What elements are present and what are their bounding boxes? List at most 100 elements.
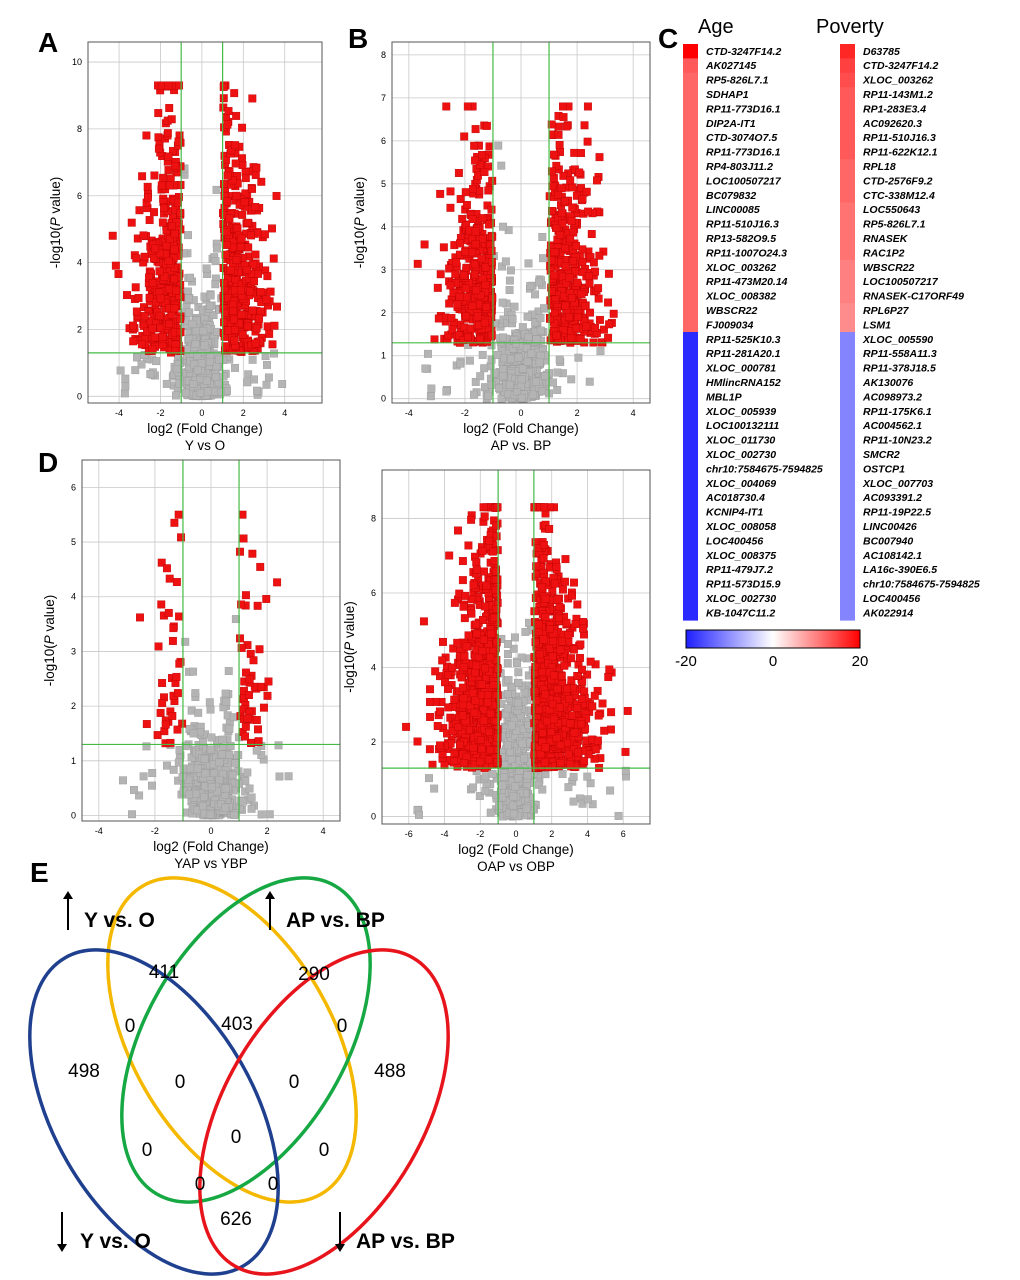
data-point-not-significant — [514, 678, 523, 687]
data-point-significant — [156, 708, 165, 717]
data-point-significant — [256, 307, 265, 316]
data-point-significant — [123, 291, 131, 300]
data-point-not-significant — [186, 273, 195, 282]
data-point-not-significant — [243, 768, 252, 777]
data-point-not-significant — [129, 785, 138, 794]
data-point-significant — [145, 293, 154, 302]
data-point-not-significant — [120, 389, 129, 398]
data-point-not-significant — [538, 254, 547, 263]
data-point-not-significant — [203, 387, 212, 396]
data-point-not-significant — [540, 304, 548, 313]
data-point-significant — [176, 180, 185, 189]
y-tick-label: 6 — [77, 191, 82, 201]
data-point-significant — [243, 714, 252, 723]
data-point-not-significant — [469, 783, 478, 792]
x-axis-label: log2 (Fold Change) — [463, 421, 579, 436]
data-point-not-significant — [596, 347, 605, 356]
data-point-significant — [567, 334, 576, 342]
data-point-significant — [166, 174, 175, 183]
data-point-not-significant — [197, 359, 206, 368]
data-point-significant — [466, 324, 475, 333]
data-point-significant — [173, 689, 182, 698]
data-point-significant — [164, 152, 173, 161]
data-point-not-significant — [189, 729, 198, 738]
data-point-significant — [254, 269, 262, 278]
y-tick-label: 4 — [381, 222, 386, 232]
data-point-significant — [167, 115, 176, 124]
data-point-significant — [247, 231, 256, 240]
data-point-significant — [487, 258, 496, 266]
data-point-significant — [164, 256, 173, 265]
data-point-significant — [245, 675, 254, 684]
data-point-significant — [140, 312, 149, 321]
x-tick-label: 2 — [265, 826, 270, 836]
data-point-significant — [446, 203, 455, 212]
data-point-significant — [434, 314, 443, 323]
data-point-not-significant — [503, 704, 512, 713]
data-point-significant — [161, 720, 170, 729]
data-point-not-significant — [222, 697, 231, 706]
y-tick-label: 8 — [77, 124, 82, 134]
data-point-significant — [264, 677, 273, 686]
data-point-not-significant — [414, 810, 423, 819]
data-point-significant — [471, 125, 480, 134]
data-point-significant — [232, 191, 241, 200]
data-point-significant — [230, 315, 238, 324]
data-point-significant — [456, 239, 464, 248]
data-point-not-significant — [510, 302, 519, 311]
data-point-not-significant — [470, 390, 478, 399]
data-point-not-significant — [221, 689, 230, 698]
data-point-not-significant — [191, 689, 200, 698]
data-point-significant — [566, 176, 575, 185]
data-point-significant — [155, 267, 164, 276]
data-point-significant — [554, 122, 563, 131]
data-point-significant — [572, 324, 580, 333]
data-point-significant — [468, 301, 477, 310]
data-point-not-significant — [505, 380, 514, 389]
data-point-not-significant — [465, 356, 474, 365]
data-point-significant — [472, 558, 481, 567]
data-point-significant — [229, 307, 238, 316]
data-point-not-significant — [476, 372, 485, 381]
data-point-not-significant — [217, 750, 226, 759]
y-tick-label: 4 — [77, 258, 82, 268]
data-point-significant — [248, 549, 257, 558]
data-point-significant — [135, 206, 144, 215]
data-point-significant — [439, 637, 447, 646]
data-point-not-significant — [490, 369, 499, 378]
data-point-significant — [481, 281, 490, 290]
x-tick-label: 4 — [321, 826, 326, 836]
data-point-not-significant — [505, 276, 514, 285]
data-point-significant — [168, 711, 177, 720]
data-point-not-significant — [121, 374, 130, 383]
data-point-significant — [263, 322, 272, 331]
data-point-significant — [158, 333, 167, 341]
data-point-not-significant — [524, 259, 533, 268]
data-point-significant — [557, 184, 566, 193]
data-point-not-significant — [189, 380, 198, 388]
data-point-significant — [175, 659, 184, 668]
data-point-significant — [238, 161, 247, 170]
data-point-significant — [562, 122, 571, 131]
data-point-significant — [580, 121, 589, 130]
data-point-significant — [561, 577, 570, 586]
data-point-significant — [251, 339, 260, 348]
data-point-not-significant — [192, 327, 201, 336]
data-point-significant — [565, 273, 574, 282]
data-point-significant — [150, 333, 159, 342]
x-tick-label: 4 — [282, 408, 287, 418]
data-point-significant — [236, 634, 244, 643]
data-point-significant — [223, 171, 232, 180]
data-point-significant — [442, 102, 451, 111]
data-point-significant — [158, 679, 167, 687]
data-point-not-significant — [553, 368, 562, 377]
data-point-significant — [595, 153, 604, 162]
data-point-significant — [256, 288, 265, 297]
data-point-significant — [252, 716, 261, 724]
data-point-not-significant — [274, 741, 283, 750]
data-point-significant — [621, 747, 630, 756]
data-point-significant — [238, 330, 247, 339]
y-tick-label: 3 — [381, 265, 386, 275]
data-point-significant — [557, 209, 566, 218]
